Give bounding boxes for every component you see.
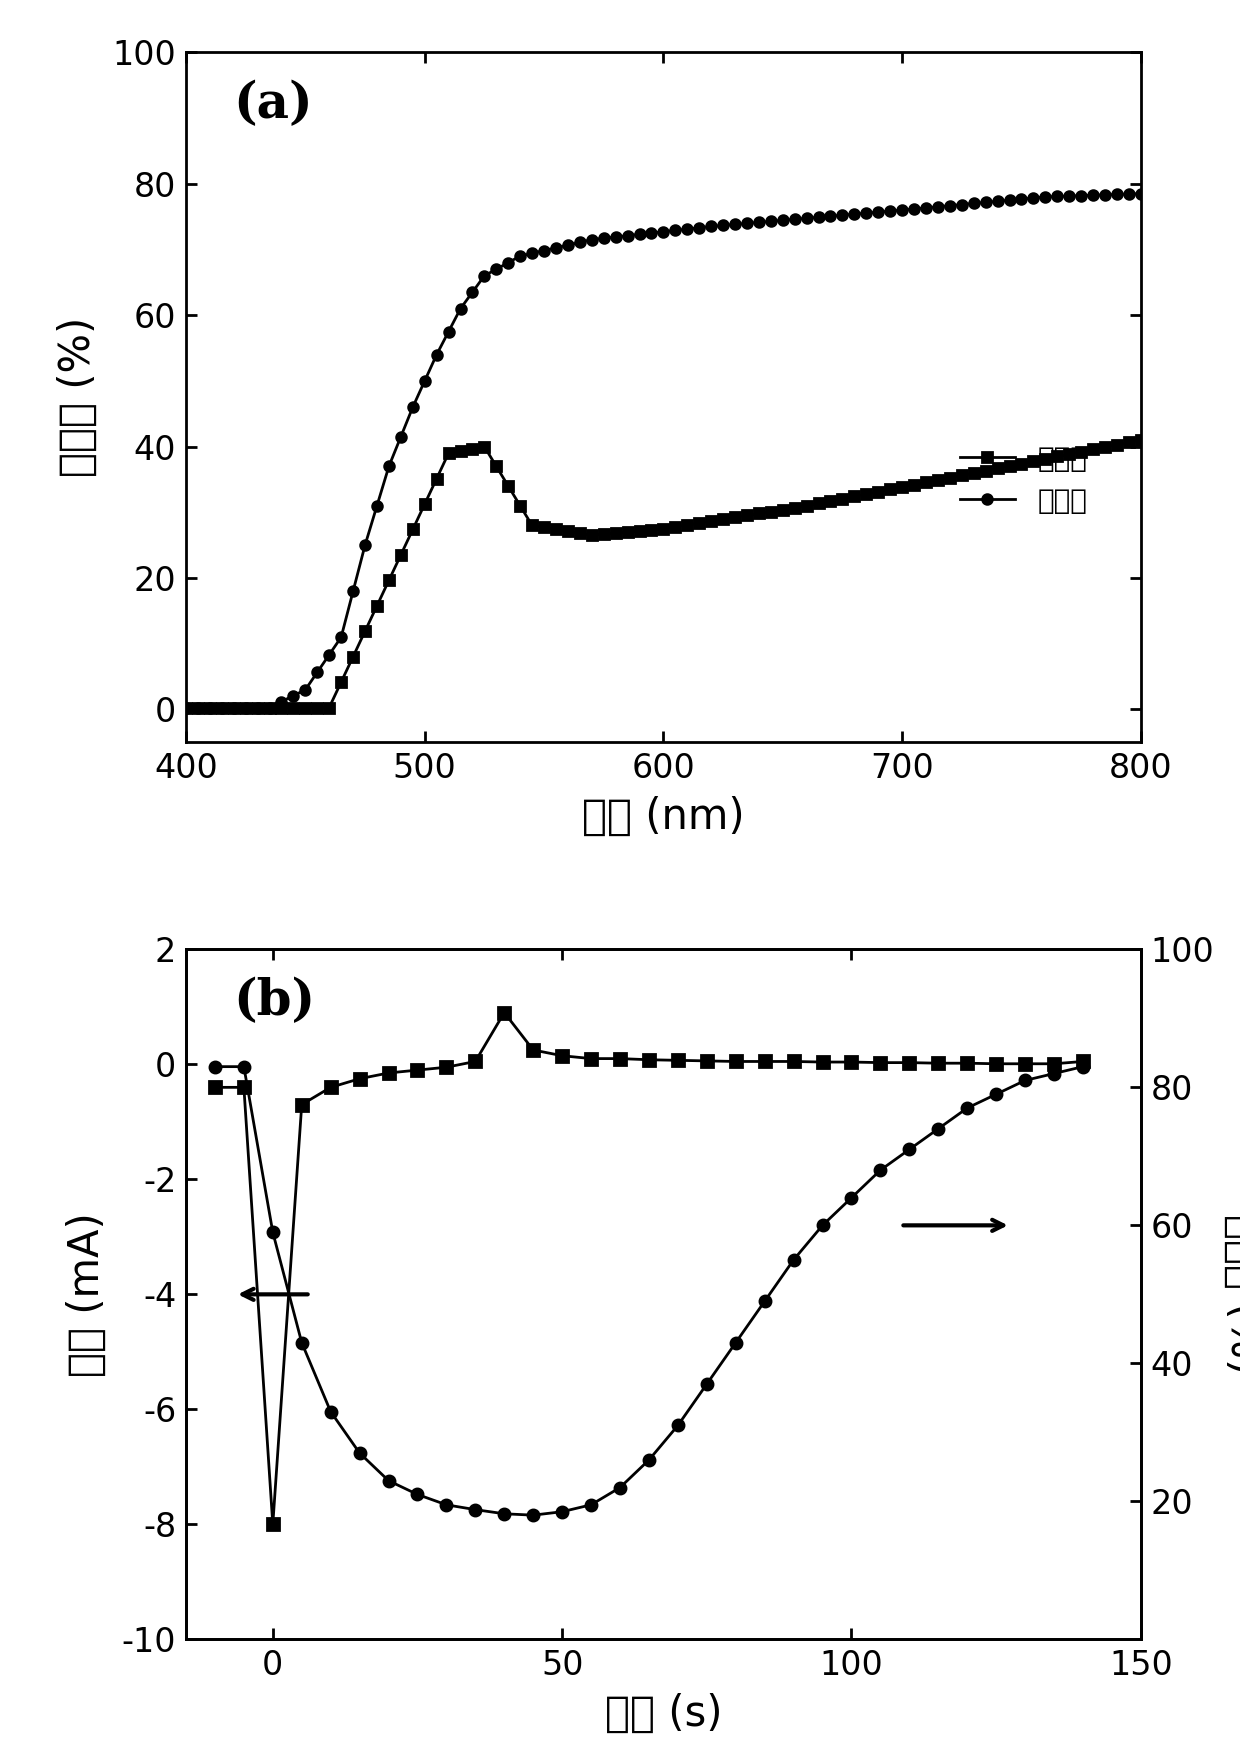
襨色的: [955, 194, 970, 215]
襨色的: [1038, 187, 1053, 208]
Line: 襨色的: 襨色的: [181, 188, 1146, 712]
襨色的: [704, 216, 719, 237]
X-axis label: 波长 (nm): 波长 (nm): [582, 797, 745, 839]
着色的: [179, 698, 193, 719]
Y-axis label: 电流 (mA): 电流 (mA): [66, 1212, 108, 1376]
Y-axis label: 透过率 (%): 透过率 (%): [57, 317, 99, 478]
襨色的: [179, 698, 193, 719]
襨色的: [883, 201, 898, 221]
Text: (a): (a): [233, 80, 314, 129]
Legend: 着色的, 襨色的: 着色的, 襨色的: [949, 434, 1099, 527]
襨色的: [1002, 190, 1017, 211]
着色的: [1038, 448, 1053, 469]
着色的: [955, 466, 970, 487]
X-axis label: 时间 (s): 时间 (s): [605, 1693, 722, 1735]
Y-axis label: 透过率 (%): 透过率 (%): [1223, 1214, 1240, 1374]
着色的: [704, 511, 719, 532]
着色的: [1133, 429, 1148, 450]
襨色的: [775, 209, 790, 230]
Line: 着色的: 着色的: [181, 436, 1146, 712]
着色的: [883, 480, 898, 501]
襨色的: [1133, 183, 1148, 204]
着色的: [775, 499, 790, 520]
着色的: [1002, 455, 1017, 476]
Text: (b): (b): [233, 977, 316, 1025]
